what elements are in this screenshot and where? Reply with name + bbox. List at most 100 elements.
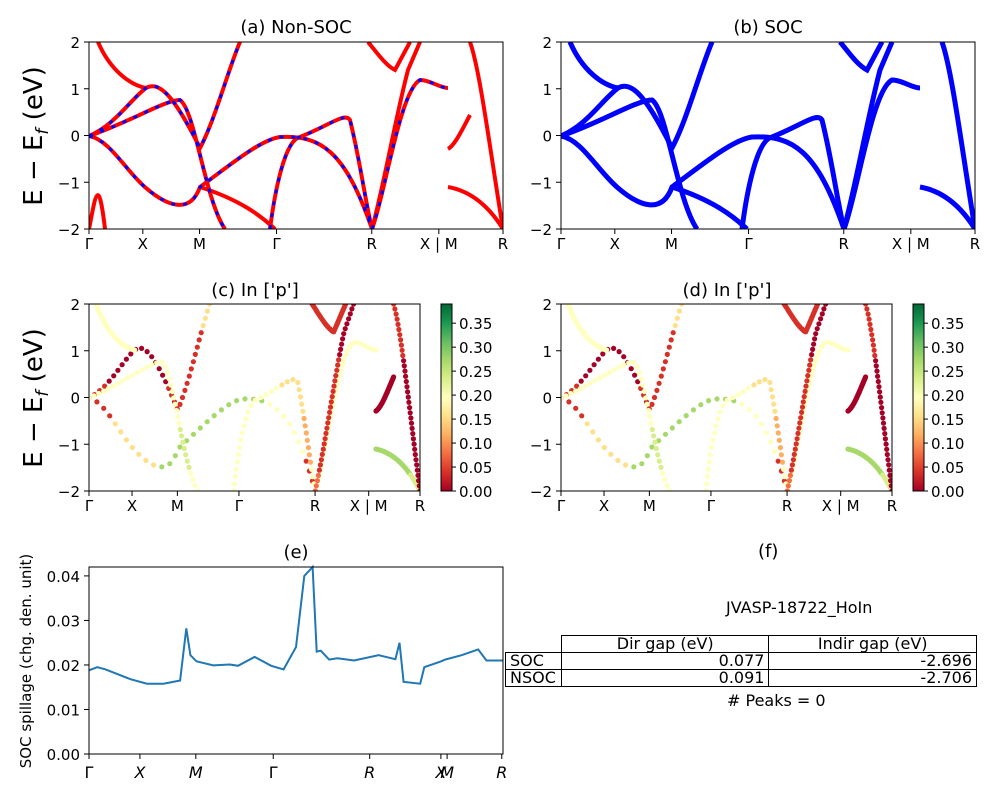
projection-point bbox=[878, 399, 884, 405]
projection-point bbox=[662, 431, 669, 437]
xtick-label: Γ bbox=[235, 497, 244, 515]
projection-point bbox=[300, 448, 306, 455]
projection-point bbox=[409, 425, 415, 431]
projection-point bbox=[772, 448, 778, 455]
projection-point bbox=[403, 373, 409, 379]
projection-point bbox=[815, 304, 821, 307]
projection-point bbox=[683, 413, 689, 419]
xtick-label: R bbox=[887, 497, 897, 515]
projection-point bbox=[204, 419, 210, 425]
projection-point bbox=[768, 387, 774, 393]
projection-point bbox=[724, 397, 730, 403]
projection-point bbox=[357, 340, 363, 347]
projection-point bbox=[563, 393, 569, 399]
ytick-label: 2 bbox=[70, 34, 80, 52]
projection-point bbox=[237, 444, 243, 450]
projection-point bbox=[94, 399, 100, 405]
colorbar-tick-label: 0.00 bbox=[459, 483, 492, 501]
projection-point bbox=[666, 344, 672, 350]
projection-point bbox=[89, 395, 92, 401]
ytick-label: 0.03 bbox=[47, 612, 80, 630]
title-e: (e) bbox=[283, 542, 308, 563]
projection-point bbox=[779, 459, 786, 465]
projection-point bbox=[808, 357, 814, 363]
ytick-label: 0 bbox=[542, 128, 552, 146]
projection-point bbox=[134, 369, 140, 376]
projection-point bbox=[319, 451, 325, 457]
projection-point bbox=[611, 345, 617, 351]
colorbar-tick-label: 0.00 bbox=[931, 483, 964, 501]
projection-point bbox=[335, 362, 341, 368]
projection-point bbox=[118, 429, 124, 435]
projection-point bbox=[769, 394, 776, 400]
projection-point bbox=[793, 441, 799, 447]
projection-point bbox=[703, 488, 709, 491]
projection-point bbox=[410, 436, 416, 442]
projection-point bbox=[756, 379, 762, 385]
projection-point bbox=[730, 394, 736, 401]
projection-point bbox=[398, 342, 404, 348]
projection-point bbox=[773, 415, 779, 422]
projection-point bbox=[587, 367, 593, 373]
projection-point bbox=[797, 420, 803, 426]
projection-point bbox=[340, 336, 346, 342]
projection-point bbox=[789, 462, 796, 468]
projection-point bbox=[713, 423, 719, 429]
xtick-label: Γ bbox=[269, 763, 278, 782]
projection-point bbox=[582, 383, 588, 389]
projection-point bbox=[168, 382, 174, 388]
projection-point bbox=[331, 383, 337, 389]
projection-point bbox=[179, 394, 186, 401]
projection-point bbox=[160, 372, 166, 378]
projection-point bbox=[803, 383, 809, 389]
projection-point bbox=[341, 331, 347, 337]
projection-point bbox=[611, 367, 617, 373]
projection-point bbox=[775, 458, 781, 464]
projection-point bbox=[579, 413, 585, 419]
projection-point bbox=[192, 482, 198, 488]
projection-point bbox=[873, 363, 879, 369]
projection-point bbox=[405, 394, 411, 400]
projection-point bbox=[794, 436, 800, 442]
projection-point bbox=[812, 336, 818, 342]
projection-point bbox=[410, 431, 416, 437]
band-a12 bbox=[89, 193, 107, 229]
projection-point bbox=[91, 393, 97, 399]
colorbar-tick-label: 0.35 bbox=[459, 315, 492, 333]
projection-point bbox=[644, 453, 650, 459]
projection-point bbox=[638, 376, 644, 382]
projection-point bbox=[342, 353, 348, 359]
projection-point bbox=[415, 472, 420, 478]
panel-c-points bbox=[89, 304, 420, 491]
projection-point bbox=[325, 420, 331, 426]
panel-a-bands bbox=[89, 42, 503, 229]
projection-point bbox=[334, 367, 340, 373]
xtick-label: M bbox=[189, 763, 203, 782]
projection-point bbox=[106, 378, 112, 384]
projection-point bbox=[888, 483, 892, 489]
projection-point bbox=[231, 488, 237, 491]
projection-point bbox=[864, 306, 870, 312]
projection-point bbox=[171, 395, 177, 401]
projection-point bbox=[631, 464, 637, 470]
projection-point bbox=[184, 458, 190, 464]
projection-point bbox=[306, 452, 312, 458]
band-b8 bbox=[919, 184, 975, 229]
projection-point bbox=[204, 308, 210, 314]
projection-point bbox=[112, 421, 118, 427]
projection-point bbox=[616, 364, 622, 370]
projection-point bbox=[243, 416, 249, 422]
band-a1 bbox=[89, 134, 374, 229]
projection-point bbox=[634, 364, 640, 370]
band-b1 bbox=[561, 133, 847, 229]
projection-point bbox=[123, 356, 129, 362]
projection-point bbox=[656, 380, 662, 386]
projection-point bbox=[231, 481, 238, 487]
projection-point bbox=[394, 316, 400, 322]
projection-point bbox=[786, 478, 793, 484]
projection-point bbox=[321, 441, 327, 447]
projection-point bbox=[739, 401, 745, 407]
projection-point bbox=[866, 316, 872, 322]
projection-point bbox=[799, 409, 805, 415]
